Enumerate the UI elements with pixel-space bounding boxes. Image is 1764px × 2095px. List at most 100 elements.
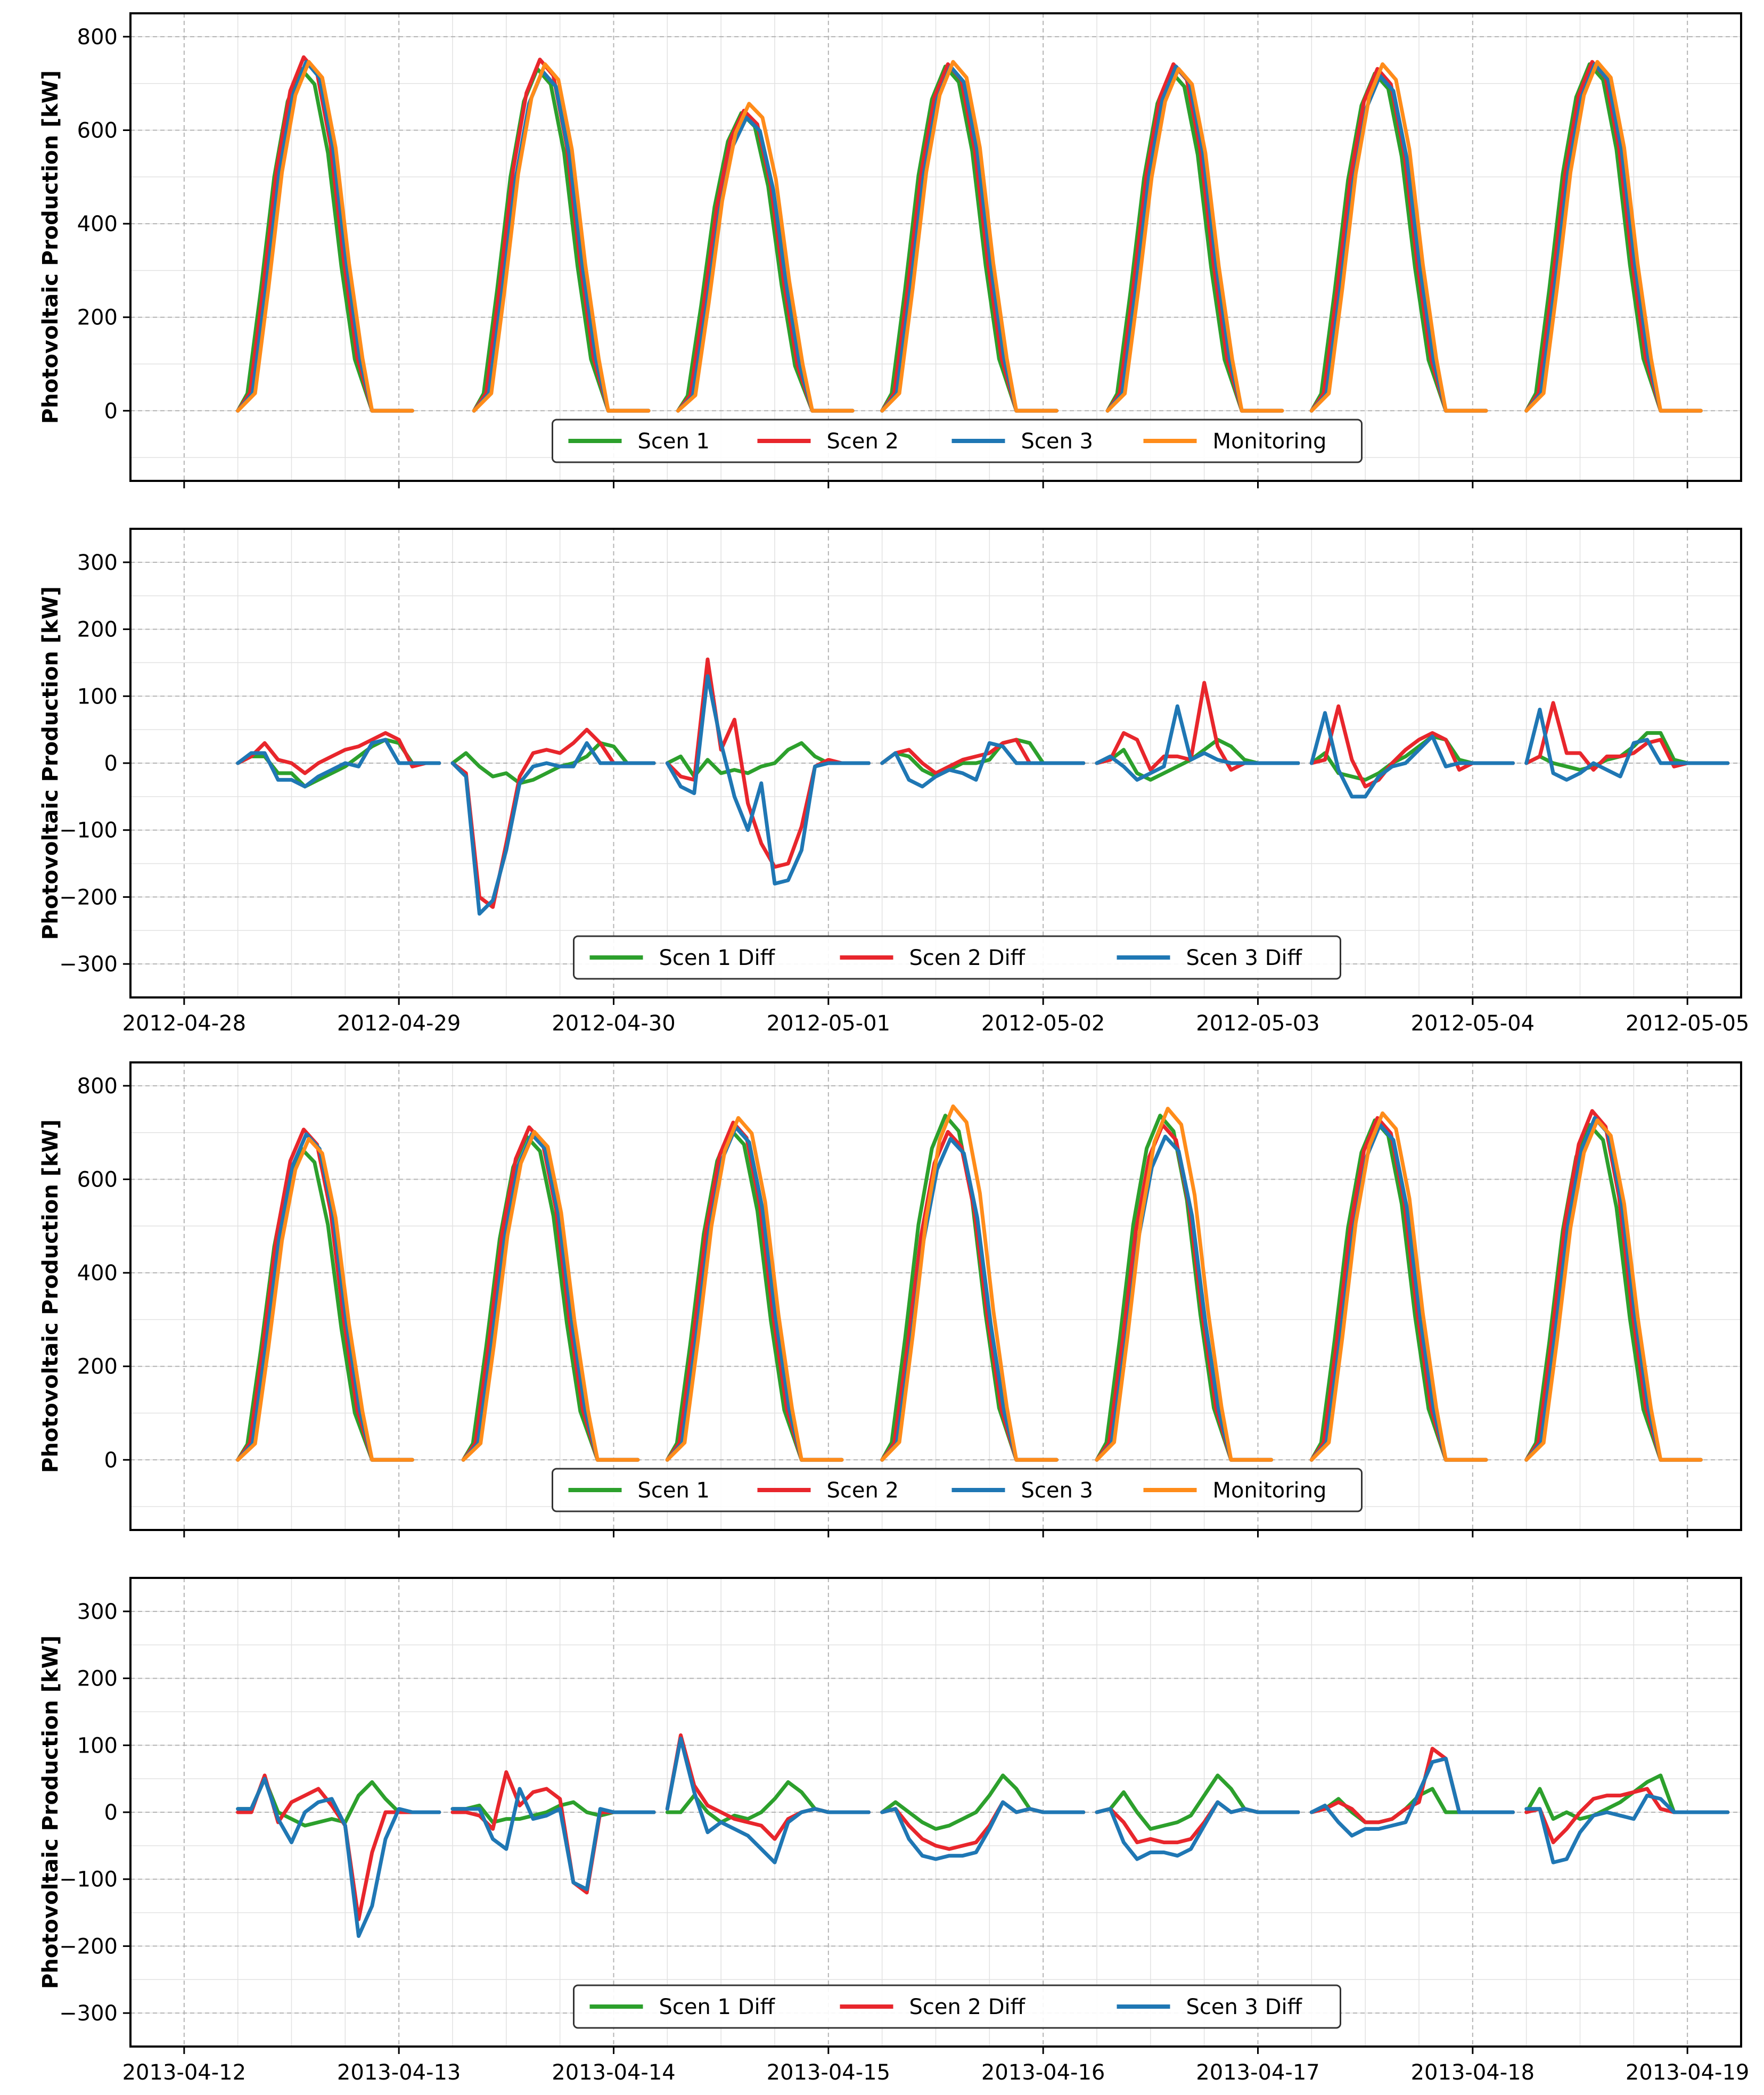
- y-tick-label: −200: [59, 885, 118, 910]
- axes-frame: [129, 12, 1742, 482]
- series-line-day-1: [236, 1773, 441, 1921]
- legend-box: [573, 1984, 1341, 2029]
- y-tick-label: 400: [77, 212, 118, 236]
- chart-p1-diff: −300 −200 −100 0 100 200 300 2012-04-28 2012-04-…: [38, 528, 1749, 1036]
- series-line-day-4: [880, 64, 1059, 413]
- series-line-day-6: [1309, 1111, 1488, 1462]
- legend: Scen 1 Diff Scen 2 Diff Scen 3 Diff: [573, 1984, 1341, 2029]
- legend-label: Scen 2: [827, 429, 899, 454]
- series-line-day-3: [676, 102, 855, 413]
- x-tick-label: 2013-04-13: [337, 2060, 461, 2085]
- chart-p2-prod: 0 200 400 600 800 Photovoltaic Production [kW…: [38, 1061, 1742, 1537]
- series-line-day-1: [236, 60, 414, 413]
- series-monitoring: [236, 60, 1703, 413]
- legend-label: Monitoring: [1213, 1478, 1327, 1503]
- series-line-day-3: [676, 116, 855, 413]
- legend-label: Scen 3 Diff: [1186, 1995, 1303, 2019]
- series-line-day-7: [1524, 62, 1703, 413]
- series-line-day-2: [472, 62, 651, 413]
- x-tick-label: 2012-05-03: [1196, 1011, 1319, 1036]
- x-tick-label: 2012-04-28: [122, 1011, 246, 1036]
- legend-label: Scen 2 Diff: [909, 946, 1026, 970]
- series-line-day-6: [1309, 711, 1515, 799]
- series-line-day-6: [1309, 62, 1488, 413]
- x-tick-label: 2013-04-12: [122, 2060, 246, 2085]
- series-line-day-5: [1095, 1773, 1300, 1831]
- y-tick-label: 800: [77, 1074, 118, 1099]
- legend-label: Monitoring: [1213, 429, 1327, 454]
- series-line-day-7: [1524, 1116, 1703, 1462]
- x-tick-label: 2013-04-16: [981, 2060, 1105, 2085]
- y-tick-label: 200: [77, 306, 118, 330]
- series-scen-2: [236, 1109, 1703, 1462]
- x-tick-label: 2012-05-02: [981, 1011, 1105, 1036]
- y-tick-label: 0: [104, 399, 118, 423]
- y-axis-label: Photovoltaic Production [kW]: [38, 1119, 63, 1473]
- series-line-day-4: [880, 1773, 1086, 1831]
- y-tick-label: 0: [104, 1801, 118, 1825]
- series-line-day-4: [880, 741, 1086, 789]
- series-line-day-2: [472, 69, 651, 413]
- y-axis-label: Photovoltaic Production [kW]: [38, 586, 63, 940]
- y-tick-label: 800: [77, 25, 118, 50]
- series-line-day-1: [236, 60, 414, 413]
- series-line-day-3: [665, 1737, 871, 1864]
- x-tick-label: 2012-04-29: [337, 1011, 461, 1036]
- series-line-day-6: [1309, 1756, 1515, 1838]
- series-line-day-5: [1095, 738, 1300, 782]
- series-line-day-1: [236, 1132, 414, 1462]
- legend-label: Scen 3: [1021, 1478, 1094, 1503]
- y-tick-label: −100: [59, 1868, 118, 1892]
- y-axis-label: Photovoltaic Production [kW]: [38, 70, 63, 424]
- series-line-day-7: [1524, 707, 1730, 782]
- series-scen-3-diff: [236, 674, 1730, 916]
- series-line-day-2: [461, 1132, 640, 1462]
- legend-label: Scen 3: [1021, 429, 1094, 454]
- series-line-day-2: [450, 741, 656, 916]
- x-tick-label: 2012-05-01: [767, 1011, 890, 1036]
- series-line-day-5: [1095, 704, 1300, 782]
- series-line-day-5: [1105, 64, 1284, 413]
- series-line-day-1: [236, 738, 441, 789]
- legend: Scen 1 Diff Scen 2 Diff Scen 3 Diff: [573, 935, 1341, 980]
- y-tick-label: 300: [77, 551, 118, 575]
- y-tick-label: 100: [77, 684, 118, 709]
- series-line-day-3: [665, 1116, 844, 1462]
- x-tick-label: 2013-04-18: [1411, 2060, 1535, 2085]
- series-line-day-6: [1309, 1123, 1488, 1462]
- y-tick-label: −300: [59, 952, 118, 977]
- series-line-day-5: [1095, 1800, 1300, 1861]
- series-line-day-1: [236, 731, 441, 775]
- series-line-day-2: [461, 1130, 640, 1462]
- series-line-day-4: [880, 60, 1059, 413]
- legend-label: Scen 3 Diff: [1186, 946, 1303, 970]
- y-axis-label: Photovoltaic Production [kW]: [38, 1635, 63, 1989]
- series-scen-3: [236, 1116, 1703, 1462]
- series-line-day-4: [880, 1104, 1059, 1462]
- y-tick-label: 600: [77, 1168, 118, 1192]
- x-tick-label: 2012-05-05: [1626, 1011, 1749, 1036]
- series-line-day-5: [1105, 67, 1284, 413]
- series-line-day-5: [1095, 1107, 1274, 1462]
- x-tick-label: 2012-04-30: [552, 1011, 675, 1036]
- y-tick-label: −100: [59, 819, 118, 843]
- chart-p2-diff: −300 −200 −100 0 100 200 300 2013-04-12 2013-04-…: [38, 1577, 1749, 2085]
- series-line-day-1: [236, 1137, 414, 1462]
- series-line-day-7: [1524, 1794, 1730, 1864]
- series-line-day-5: [1095, 1114, 1274, 1462]
- series-scen-1: [236, 1114, 1703, 1462]
- x-tick-label: 2013-04-14: [552, 2060, 675, 2085]
- legend-label: Scen 1: [638, 1478, 710, 1503]
- legend-label: Scen 1: [638, 429, 710, 454]
- series-line-day-1: [236, 1777, 441, 1938]
- series-line-day-6: [1309, 73, 1488, 413]
- legend-box: [573, 935, 1341, 980]
- series-line-day-2: [450, 1787, 656, 1892]
- legend-label: Scen 2: [827, 1478, 899, 1503]
- series-line-day-2: [450, 1770, 656, 1895]
- legend-label: Scen 1 Diff: [659, 946, 776, 970]
- legend-label: Scen 1 Diff: [659, 1995, 776, 2019]
- axes-frame: [129, 1061, 1742, 1531]
- y-tick-label: 200: [77, 618, 118, 642]
